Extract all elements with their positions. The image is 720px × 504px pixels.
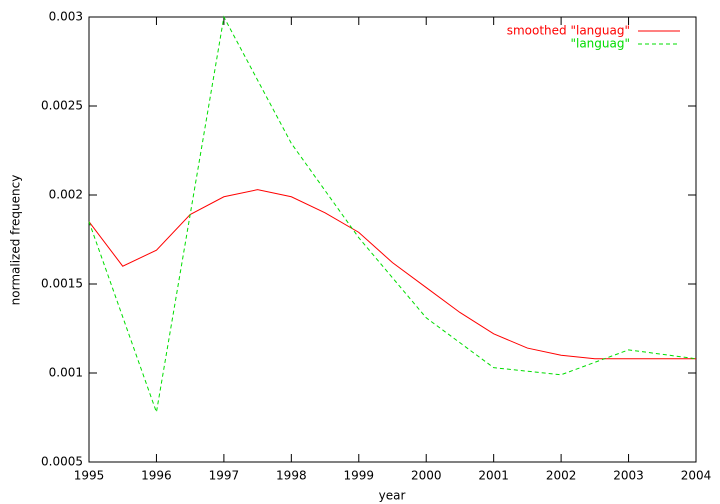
y-tick-label: 0.002	[49, 188, 83, 202]
series-line	[88, 15, 697, 415]
x-tick-label: 2003	[613, 469, 644, 483]
x-tick-label: 2004	[681, 469, 712, 483]
y-axis-label: normalized frequency	[9, 175, 23, 306]
legend-label: smoothed "languag"	[507, 24, 630, 38]
x-tick-label: 1999	[344, 469, 375, 483]
x-tick-label: 2000	[411, 469, 442, 483]
y-tick-label: 0.003	[49, 10, 83, 24]
x-tick-label: 2001	[478, 469, 509, 483]
plot-frame	[88, 16, 697, 463]
x-axis-label: year	[379, 489, 406, 503]
x-tick-label: 1995	[74, 469, 105, 483]
legend-label: "languag"	[570, 37, 630, 51]
series-line	[88, 189, 696, 360]
y-tick-label: 0.001	[49, 366, 83, 380]
x-tick-label: 1997	[209, 469, 240, 483]
x-tick-label: 1998	[276, 469, 307, 483]
y-tick-label: 0.0015	[41, 277, 83, 291]
y-tick-label: 0.0025	[41, 99, 83, 113]
x-tick-label: 2002	[546, 469, 577, 483]
x-tick-label: 1996	[141, 469, 172, 483]
y-tick-label: 0.0005	[41, 455, 83, 469]
